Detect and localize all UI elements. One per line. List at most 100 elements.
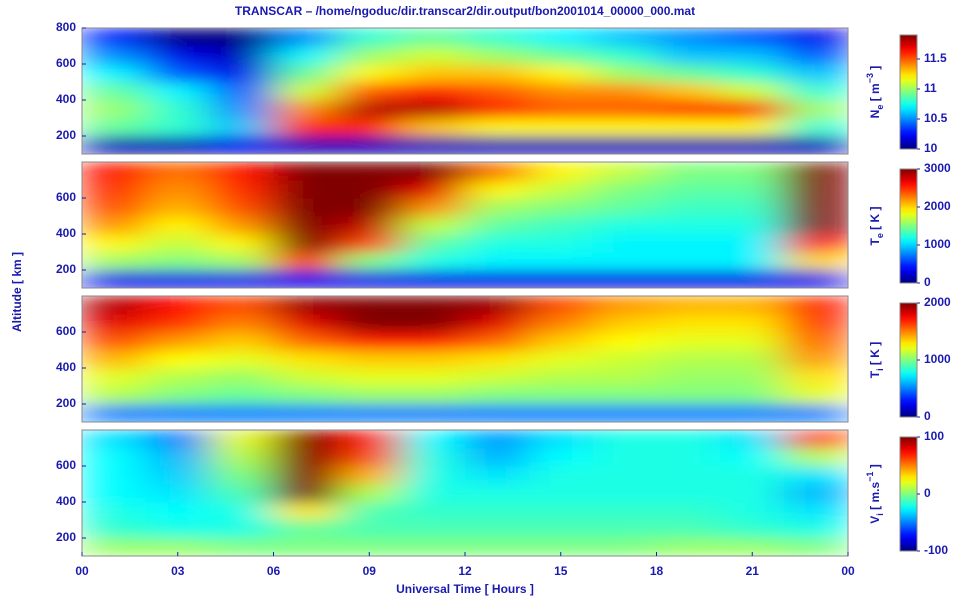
- cell: [209, 270, 274, 288]
- cell: [656, 448, 721, 467]
- cell: [273, 82, 338, 101]
- cell: [337, 136, 402, 154]
- cell: [401, 520, 466, 539]
- cell: [273, 520, 338, 539]
- cell: [656, 466, 721, 485]
- x-axis-label: Universal Time [ Hours ]: [396, 582, 534, 596]
- cell: [209, 118, 274, 137]
- cell: [273, 64, 338, 83]
- cell: [720, 466, 785, 485]
- cell: [465, 502, 530, 521]
- cell: [592, 118, 657, 137]
- cell: [656, 234, 721, 253]
- cell: [592, 430, 657, 449]
- cell: [337, 538, 402, 556]
- cell: [145, 404, 211, 422]
- cell: [656, 28, 721, 47]
- cell: [720, 136, 785, 154]
- heatmap: [82, 162, 848, 288]
- cell: [784, 46, 848, 65]
- cell: [465, 466, 530, 485]
- cell: [784, 368, 848, 387]
- cell: [401, 46, 466, 65]
- cell: [528, 180, 594, 199]
- cell: [465, 162, 530, 181]
- cell: [145, 448, 211, 467]
- cell: [592, 538, 657, 556]
- cell: [337, 520, 402, 539]
- colorbar-label-part: T: [868, 238, 882, 246]
- cell: [465, 270, 530, 288]
- cell: [528, 386, 594, 405]
- colorbar-label-part: −3: [865, 73, 875, 83]
- cell: [465, 100, 530, 119]
- cell: [720, 180, 785, 199]
- cell: [656, 314, 721, 333]
- heatmap: [82, 296, 848, 422]
- colorbar-tick-label: 1000: [924, 237, 951, 251]
- cell: [209, 82, 274, 101]
- cell: [145, 430, 211, 449]
- y-tick-label: 400: [56, 92, 76, 106]
- colorbar-label-part: T: [868, 370, 882, 378]
- cell: [337, 386, 402, 405]
- cell: [784, 502, 848, 521]
- cell: [465, 64, 530, 83]
- cell: [273, 162, 338, 181]
- cell: [145, 136, 211, 154]
- cell: [82, 100, 147, 119]
- colorbar-label-part: ]: [868, 66, 882, 73]
- cell: [720, 296, 785, 315]
- cell: [784, 180, 848, 199]
- cell: [720, 332, 785, 351]
- cell: [720, 82, 785, 101]
- cell: [401, 448, 466, 467]
- cell: [337, 234, 402, 253]
- cell: [82, 28, 147, 47]
- x-tick-label: 12: [458, 564, 472, 578]
- cell: [209, 332, 274, 351]
- heatmap: [82, 28, 848, 154]
- cell: [784, 252, 848, 271]
- cell: [401, 350, 466, 369]
- cell: [273, 332, 338, 351]
- cell: [465, 82, 530, 101]
- cell: [528, 46, 594, 65]
- cell: [720, 404, 785, 422]
- cell: [82, 162, 147, 181]
- cell: [337, 314, 402, 333]
- cell: [82, 252, 147, 271]
- cell: [82, 368, 147, 387]
- cell: [656, 538, 721, 556]
- cell: [337, 404, 402, 422]
- cell: [337, 484, 402, 503]
- cell: [145, 350, 211, 369]
- cell: [401, 430, 466, 449]
- cell: [656, 82, 721, 101]
- y-tick-label: 200: [56, 396, 76, 410]
- cell: [209, 46, 274, 65]
- cell: [656, 118, 721, 137]
- cell: [784, 136, 848, 154]
- cell: [592, 404, 657, 422]
- cell: [337, 332, 402, 351]
- cell: [82, 64, 147, 83]
- cell: [82, 216, 147, 235]
- cell: [656, 252, 721, 271]
- cell: [465, 118, 530, 137]
- cells: [82, 296, 848, 422]
- cell: [145, 118, 211, 137]
- cell: [784, 386, 848, 405]
- cell: [720, 28, 785, 47]
- colorbar-label-part: −1: [865, 472, 875, 482]
- cell: [656, 430, 721, 449]
- cell: [720, 252, 785, 271]
- x-tick-label: 09: [363, 564, 377, 578]
- cell: [401, 180, 466, 199]
- cell: [82, 430, 147, 449]
- cell: [720, 386, 785, 405]
- cell: [592, 180, 657, 199]
- cell: [82, 404, 147, 422]
- cell: [401, 162, 466, 181]
- colorbar-tick-label: 0: [924, 486, 931, 500]
